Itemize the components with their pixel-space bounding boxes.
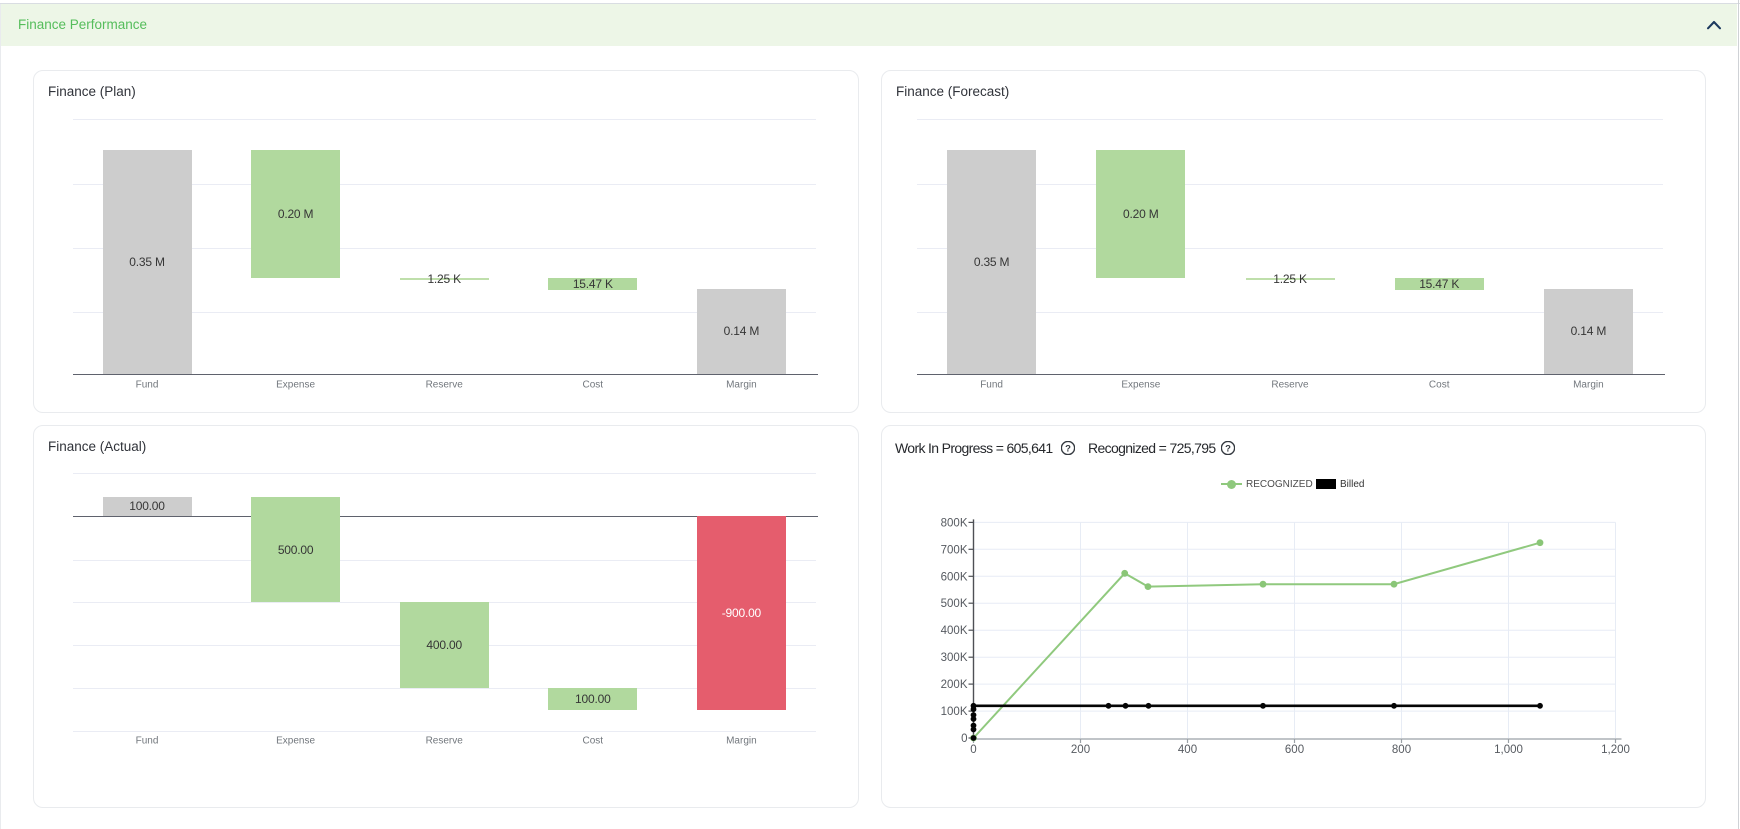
- svg-text:?: ?: [1065, 443, 1071, 454]
- svg-text:?: ?: [1225, 443, 1231, 454]
- svg-text:800K: 800K: [941, 517, 968, 529]
- svg-text:0: 0: [961, 733, 967, 745]
- svg-text:400: 400: [1178, 744, 1197, 756]
- svg-text:300K: 300K: [941, 652, 968, 664]
- svg-text:0: 0: [970, 744, 976, 756]
- svg-text:1,200: 1,200: [1601, 744, 1630, 756]
- svg-text:200K: 200K: [941, 679, 968, 691]
- svg-text:800: 800: [1392, 744, 1411, 756]
- svg-text:700K: 700K: [941, 544, 968, 556]
- svg-text:100K: 100K: [941, 706, 968, 718]
- svg-text:400K: 400K: [941, 625, 968, 637]
- svg-text:200: 200: [1071, 744, 1090, 756]
- svg-text:600: 600: [1285, 744, 1304, 756]
- svg-text:500K: 500K: [941, 598, 968, 610]
- svg-text:1,000: 1,000: [1494, 744, 1523, 756]
- svg-text:600K: 600K: [941, 571, 968, 583]
